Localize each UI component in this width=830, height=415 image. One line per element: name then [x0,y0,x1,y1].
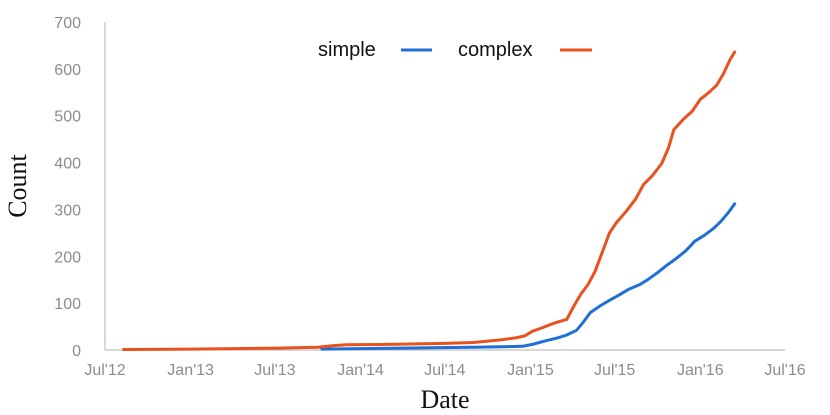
series-line-simple [320,202,737,351]
x-tick-label: Jan'13 [167,362,214,379]
y-tick-label: 200 [54,249,81,266]
x-tick-label: Jan'16 [677,362,724,379]
y-tick-labels: 0 100 200 300 400 500 600 700 [54,15,81,360]
legend-label-complex: complex [458,39,532,61]
x-tick-label: Jul'13 [254,362,295,379]
y-tick-label: 500 [54,109,81,126]
y-tick-label: 700 [54,15,81,32]
y-tick-label: 0 [72,343,81,360]
series-lines [122,50,737,351]
y-tick-label: 100 [54,296,81,313]
x-tick-label: Jul'14 [424,362,465,379]
series-line-complex [122,50,737,351]
x-tick-label: Jan'15 [507,362,554,379]
x-tick-label: Jul'12 [84,362,125,379]
x-tick-label: Jul'16 [764,362,805,379]
x-tick-labels: Jul'12 Jan'13 Jul'13 Jan'14 Jul'14 Jan'15 Jul'… [84,362,805,379]
x-tick-label: Jan'14 [337,362,384,379]
y-tick-label: 300 [54,202,81,219]
y-tick-label: 400 [54,156,81,173]
legend-label-simple: simple [318,39,376,61]
legend: simple complex [318,39,592,61]
x-axis-title: Date [420,385,469,414]
y-axis-title: Count [3,153,32,217]
y-tick-label: 600 [54,62,81,79]
x-tick-label: Jul'15 [594,362,635,379]
